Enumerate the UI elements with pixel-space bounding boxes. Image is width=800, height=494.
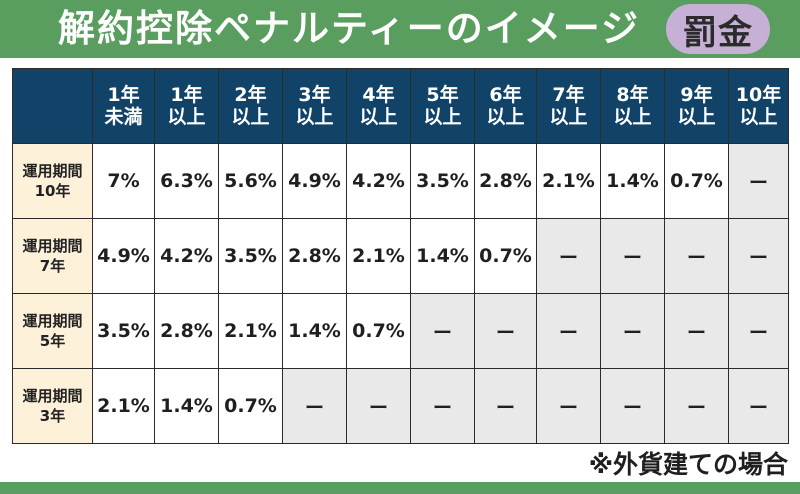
table-row: 運用期間 7年 4.9% 4.2% 3.5% 2.8% 2.1% 1.4% 0.7… bbox=[12, 218, 789, 294]
table-cell: 7% bbox=[92, 143, 155, 219]
table-cell: 3.5% bbox=[92, 293, 155, 369]
bottom-strip bbox=[0, 482, 800, 494]
table-cell: 2.1% bbox=[536, 143, 601, 219]
table-cell: ー bbox=[536, 218, 601, 294]
table-cell: 2.8% bbox=[474, 143, 537, 219]
table-cell: ー bbox=[664, 368, 729, 444]
table-cell: ー bbox=[600, 368, 665, 444]
table-cell: ー bbox=[282, 368, 347, 444]
column-header: 9年 以上 bbox=[664, 68, 729, 144]
table-cell: ー bbox=[474, 293, 537, 369]
table-cell: ー bbox=[728, 293, 789, 369]
page-title: 解約控除ペナルティーのイメージ bbox=[58, 7, 641, 50]
table-cell: ー bbox=[536, 293, 601, 369]
table-cell: 2.8% bbox=[154, 293, 219, 369]
table-cell: ー bbox=[536, 368, 601, 444]
table-cell: ー bbox=[664, 218, 729, 294]
table-cell: ー bbox=[728, 368, 789, 444]
table-cell: ー bbox=[600, 293, 665, 369]
column-header: 1年 以上 bbox=[154, 68, 219, 144]
title-banner: 解約控除ペナルティーのイメージ 罰金 bbox=[0, 0, 800, 58]
table-cell: ー bbox=[410, 368, 475, 444]
table-cell: 2.8% bbox=[282, 218, 347, 294]
row-header: 運用期間 10年 bbox=[12, 143, 93, 219]
column-header: 4年 以上 bbox=[346, 68, 411, 144]
table-cell: 2.1% bbox=[346, 218, 411, 294]
penalty-table: 1年 未満 1年 以上 2年 以上 3年 以上 4年 以上 5年 以上 6年 以上 7年 以上 … bbox=[12, 68, 789, 444]
column-header: 2年 以上 bbox=[218, 68, 283, 144]
table-cell: 4.9% bbox=[92, 218, 155, 294]
table-cell: 0.7% bbox=[474, 218, 537, 294]
row-header: 運用期間 7年 bbox=[12, 218, 93, 294]
table-cell: 3.5% bbox=[410, 143, 475, 219]
table-cell: 0.7% bbox=[218, 368, 283, 444]
table-cell: ー bbox=[728, 143, 789, 219]
table-row: 運用期間 5年 3.5% 2.8% 2.1% 1.4% 0.7% ー ー ー ー … bbox=[12, 293, 789, 369]
table-cell: 2.1% bbox=[92, 368, 155, 444]
column-header: 8年 以上 bbox=[600, 68, 665, 144]
table-cell: 1.4% bbox=[154, 368, 219, 444]
table-cell: 1.4% bbox=[600, 143, 665, 219]
table-cell: ー bbox=[728, 218, 789, 294]
table-header-row: 1年 未満 1年 以上 2年 以上 3年 以上 4年 以上 5年 以上 6年 以上 7年 以上 … bbox=[12, 68, 789, 144]
table-cell: 4.9% bbox=[282, 143, 347, 219]
table-row: 運用期間 3年 2.1% 1.4% 0.7% ー ー ー ー ー ー ー ー bbox=[12, 368, 789, 444]
table-row: 運用期間 10年 7% 6.3% 5.6% 4.9% 4.2% 3.5% 2.8%… bbox=[12, 143, 789, 219]
column-header: 7年 以上 bbox=[536, 68, 601, 144]
penalty-badge: 罰金 bbox=[666, 4, 770, 54]
column-header: 5年 以上 bbox=[410, 68, 475, 144]
table-cell: ー bbox=[474, 368, 537, 444]
column-header: 10年 以上 bbox=[728, 68, 789, 144]
table-cell: ー bbox=[600, 218, 665, 294]
column-header: 1年 未満 bbox=[92, 68, 155, 144]
table-cell: ー bbox=[346, 368, 411, 444]
table-cell: ー bbox=[410, 293, 475, 369]
table-cell: 0.7% bbox=[346, 293, 411, 369]
table-cell: 6.3% bbox=[154, 143, 219, 219]
column-header: 6年 以上 bbox=[474, 68, 537, 144]
table-cell: 5.6% bbox=[218, 143, 283, 219]
table-cell: ー bbox=[664, 293, 729, 369]
corner-cell bbox=[12, 68, 93, 144]
footnote: ※外貨建ての場合 bbox=[588, 450, 788, 479]
table-cell: 4.2% bbox=[154, 218, 219, 294]
row-header: 運用期間 3年 bbox=[12, 368, 93, 444]
table-cell: 4.2% bbox=[346, 143, 411, 219]
row-header: 運用期間 5年 bbox=[12, 293, 93, 369]
table-cell: 2.1% bbox=[218, 293, 283, 369]
table-cell: 1.4% bbox=[282, 293, 347, 369]
column-header: 3年 以上 bbox=[282, 68, 347, 144]
table-cell: 1.4% bbox=[410, 218, 475, 294]
table-cell: 0.7% bbox=[664, 143, 729, 219]
table-cell: 3.5% bbox=[218, 218, 283, 294]
